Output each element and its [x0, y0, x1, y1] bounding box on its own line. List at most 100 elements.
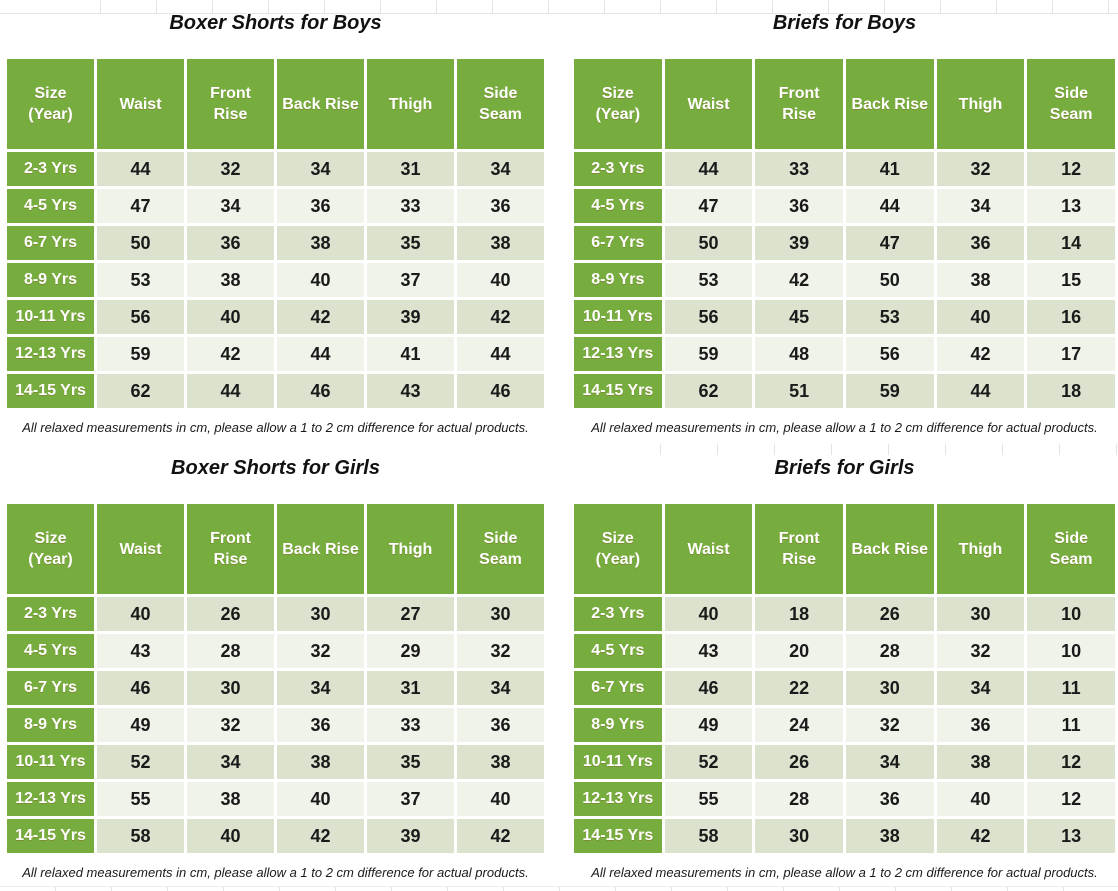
size-cell: 6-7 Yrs: [574, 671, 662, 705]
value-cell: 36: [187, 226, 274, 260]
quadrant-briefs-girls: Briefs for Girls Size (Year) Waist Front R…: [547, 445, 1118, 890]
value-cell: 51: [755, 374, 843, 408]
value-cell: 38: [277, 745, 364, 779]
value-cell: 38: [936, 745, 1025, 779]
value-cell: 36: [936, 708, 1025, 742]
size-cell: 12-13 Yrs: [574, 782, 662, 816]
value-cell: 27: [367, 597, 454, 631]
value-cell: 32: [187, 708, 274, 742]
size-chart-table: Size (Year) Waist Front Rise Back Rise Thigh…: [4, 501, 547, 856]
value-cell: 55: [664, 782, 753, 816]
value-cell: 59: [97, 337, 184, 371]
value-cell: 33: [367, 708, 454, 742]
value-cell: 42: [187, 337, 274, 371]
value-cell: 48: [755, 337, 843, 371]
size-cell: 2-3 Yrs: [7, 152, 94, 186]
value-cell: 42: [936, 819, 1025, 853]
value-cell: 30: [845, 671, 934, 705]
value-cell: 40: [457, 782, 544, 816]
value-cell: 32: [936, 634, 1025, 668]
size-cell: 2-3 Yrs: [574, 597, 662, 631]
value-cell: 44: [97, 152, 184, 186]
table-row: 14-15 Yrs 58 40 42 39 42: [7, 819, 544, 853]
value-cell: 38: [187, 263, 274, 297]
value-cell: 38: [457, 745, 544, 779]
value-cell: 28: [755, 782, 843, 816]
value-cell: 49: [664, 708, 753, 742]
table-row: 14-15 Yrs 62 44 46 43 46: [7, 374, 544, 408]
value-cell: 46: [664, 671, 753, 705]
column-header: Front Rise: [187, 59, 274, 149]
size-cell: 14-15 Yrs: [574, 374, 662, 408]
table-row: 2-3 Yrs 40 26 30 27 30: [7, 597, 544, 631]
column-header: Size (Year): [7, 504, 94, 594]
table-row: 12-13 Yrs 59 42 44 41 44: [7, 337, 544, 371]
value-cell: 42: [755, 263, 843, 297]
value-cell: 40: [277, 263, 364, 297]
value-cell: 38: [845, 819, 934, 853]
measurement-footnote: All relaxed measurements in cm, please a…: [22, 865, 529, 880]
column-header: Size (Year): [7, 59, 94, 149]
table-title: Briefs for Girls: [774, 457, 915, 479]
value-cell: 50: [664, 226, 753, 260]
value-cell: 18: [755, 597, 843, 631]
table-row: 4-5 Yrs 47 34 36 33 36: [7, 189, 544, 223]
value-cell: 53: [97, 263, 184, 297]
value-cell: 36: [845, 782, 934, 816]
table-title: Briefs for Boys: [772, 12, 917, 34]
value-cell: 33: [367, 189, 454, 223]
value-cell: 53: [664, 263, 753, 297]
value-cell: 43: [97, 634, 184, 668]
column-header: Side Seam: [457, 59, 544, 149]
value-cell: 34: [457, 152, 544, 186]
value-cell: 34: [457, 671, 544, 705]
value-cell: 12: [1027, 745, 1115, 779]
value-cell: 59: [845, 374, 934, 408]
value-cell: 38: [936, 263, 1025, 297]
table-row: 14-15 Yrs 62 51 59 44 18: [574, 374, 1115, 408]
value-cell: 50: [845, 263, 934, 297]
column-header: Side Seam: [1027, 59, 1115, 149]
column-header: Thigh: [367, 504, 454, 594]
value-cell: 43: [367, 374, 454, 408]
value-cell: 32: [936, 152, 1025, 186]
size-cell: 14-15 Yrs: [7, 374, 94, 408]
value-cell: 55: [97, 782, 184, 816]
table-row: 2-3 Yrs 44 32 34 31 34: [7, 152, 544, 186]
value-cell: 42: [457, 819, 544, 853]
value-cell: 17: [1027, 337, 1115, 371]
value-cell: 26: [755, 745, 843, 779]
value-cell: 30: [457, 597, 544, 631]
value-cell: 47: [97, 189, 184, 223]
value-cell: 31: [367, 152, 454, 186]
value-cell: 32: [277, 634, 364, 668]
table-row: 10-11 Yrs 52 34 38 35 38: [7, 745, 544, 779]
value-cell: 40: [936, 300, 1025, 334]
value-cell: 52: [664, 745, 753, 779]
column-header: Size (Year): [574, 59, 662, 149]
column-header: Back Rise: [845, 59, 934, 149]
table-row: 10-11 Yrs 56 45 53 40 16: [574, 300, 1115, 334]
table-row: 4-5 Yrs 43 28 32 29 32: [7, 634, 544, 668]
value-cell: 44: [187, 374, 274, 408]
column-header: Thigh: [936, 504, 1025, 594]
value-cell: 34: [277, 152, 364, 186]
table-row: 6-7 Yrs 50 36 38 35 38: [7, 226, 544, 260]
value-cell: 58: [97, 819, 184, 853]
size-cell: 14-15 Yrs: [7, 819, 94, 853]
value-cell: 59: [664, 337, 753, 371]
size-cell: 6-7 Yrs: [7, 226, 94, 260]
value-cell: 11: [1027, 671, 1115, 705]
value-cell: 15: [1027, 263, 1115, 297]
table-row: 8-9 Yrs 49 32 36 33 36: [7, 708, 544, 742]
table-row: 8-9 Yrs 53 42 50 38 15: [574, 263, 1115, 297]
value-cell: 42: [277, 819, 364, 853]
value-cell: 44: [845, 189, 934, 223]
column-header: Front Rise: [755, 504, 843, 594]
value-cell: 32: [845, 708, 934, 742]
column-header: Thigh: [367, 59, 454, 149]
size-cell: 4-5 Yrs: [7, 189, 94, 223]
value-cell: 14: [1027, 226, 1115, 260]
value-cell: 46: [277, 374, 364, 408]
quadrant-boxer-shorts-boys: Boxer Shorts for Boys Size (Year) Waist Fr…: [0, 0, 547, 445]
